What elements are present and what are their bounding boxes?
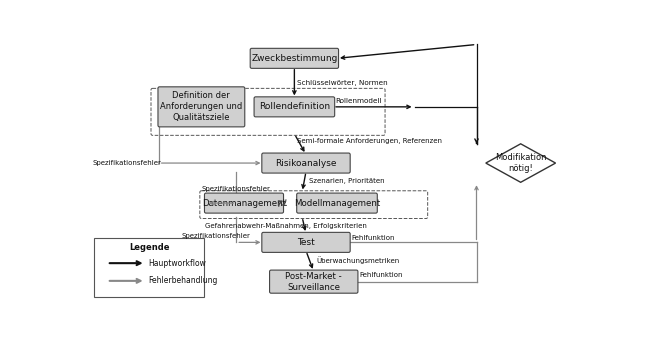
FancyBboxPatch shape — [94, 238, 205, 297]
FancyBboxPatch shape — [250, 48, 339, 68]
Text: Modifikation
nötig!: Modifikation nötig! — [495, 153, 547, 173]
Text: Post-Market -
Surveillance: Post-Market - Surveillance — [285, 272, 342, 292]
Text: Rollendefinition: Rollendefinition — [259, 102, 330, 111]
FancyBboxPatch shape — [158, 87, 245, 127]
Text: Gefahrenabwehr-Maßnahmen, Erfolgskriterien: Gefahrenabwehr-Maßnahmen, Erfolgskriteri… — [205, 223, 367, 229]
Text: Risikoanalyse: Risikoanalyse — [275, 159, 337, 168]
FancyBboxPatch shape — [262, 153, 350, 173]
Text: Szenarien, Prioritäten: Szenarien, Prioritäten — [309, 178, 385, 184]
Text: Hauptworkflow: Hauptworkflow — [148, 259, 206, 268]
Text: Semi-formale Anforderungen, Referenzen: Semi-formale Anforderungen, Referenzen — [296, 138, 442, 145]
Text: Modellmanagement: Modellmanagement — [294, 199, 380, 208]
FancyBboxPatch shape — [296, 193, 377, 213]
FancyBboxPatch shape — [151, 88, 385, 135]
Text: Spezifikationsfehler: Spezifikationsfehler — [202, 186, 270, 192]
FancyBboxPatch shape — [270, 270, 358, 293]
Text: Datenmanagement: Datenmanagement — [202, 199, 286, 208]
Text: Spezifikationsfehler: Spezifikationsfehler — [182, 233, 251, 239]
Text: Test: Test — [297, 238, 315, 247]
Text: Spezifikationsfehler: Spezifikationsfehler — [93, 160, 162, 166]
Text: Zweckbestimmung: Zweckbestimmung — [251, 54, 337, 63]
FancyBboxPatch shape — [205, 193, 283, 213]
FancyBboxPatch shape — [200, 191, 428, 218]
Text: Schlüsselwörter, Normen: Schlüsselwörter, Normen — [298, 80, 388, 86]
Text: Legende: Legende — [129, 243, 170, 252]
FancyBboxPatch shape — [254, 97, 335, 117]
Text: Definition der
Anforderungen und
Qualitätsziele: Definition der Anforderungen und Qualitä… — [161, 91, 242, 122]
Text: Fehlfunktion: Fehlfunktion — [359, 273, 403, 278]
FancyBboxPatch shape — [262, 233, 350, 253]
Text: Fehlerbehandlung: Fehlerbehandlung — [148, 276, 217, 285]
Polygon shape — [486, 144, 556, 182]
Text: Überwachungsmetriken: Überwachungsmetriken — [317, 256, 400, 264]
Text: Fehlfunktion: Fehlfunktion — [352, 235, 395, 241]
Text: Rollenmodell: Rollenmodell — [335, 98, 382, 105]
